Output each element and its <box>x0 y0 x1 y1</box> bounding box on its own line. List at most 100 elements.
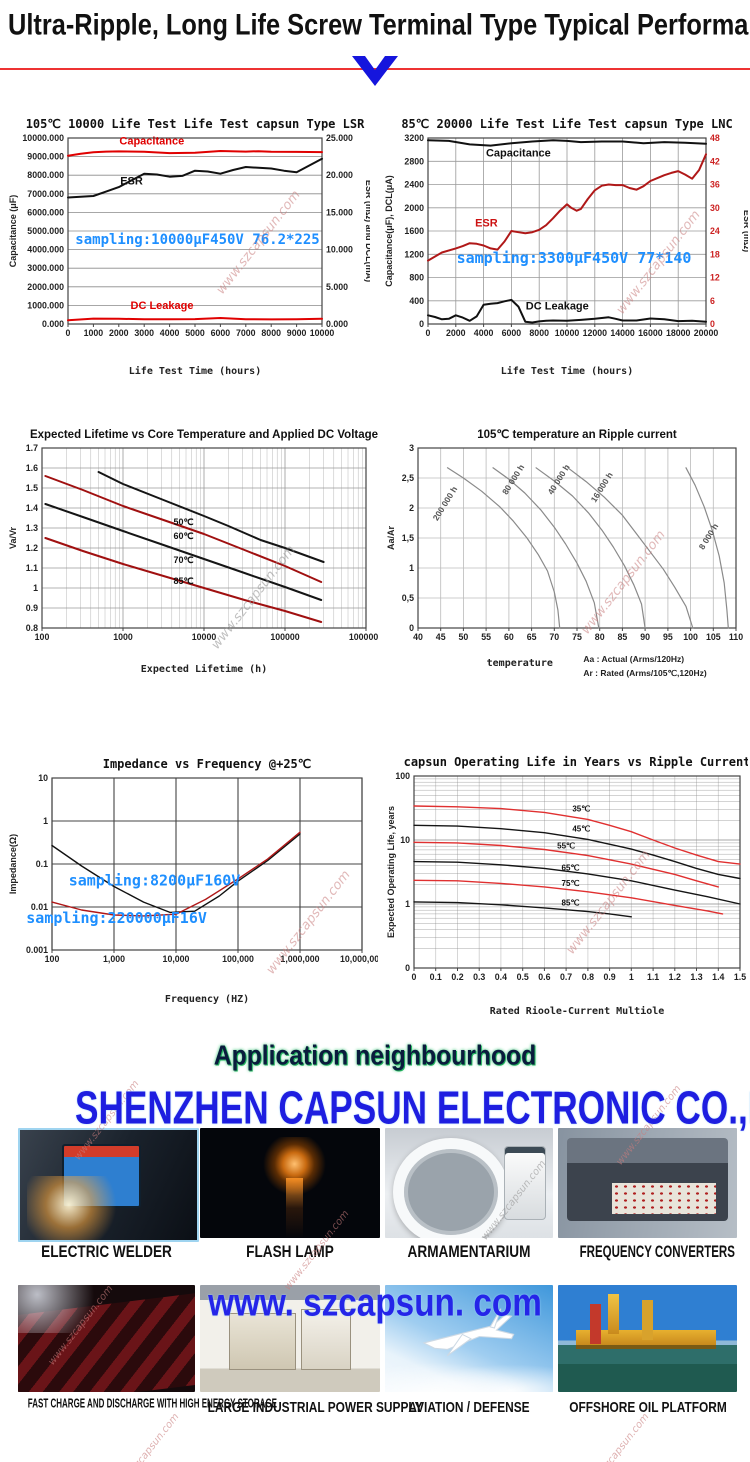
svg-text:1.7: 1.7 <box>26 443 38 453</box>
svg-text:ESR: ESR <box>120 176 143 188</box>
svg-text:Capacitance (μF): Capacitance (μF) <box>8 195 18 268</box>
caption-frequency-converters: FREQUENCY CONVERTERS <box>579 1243 735 1262</box>
svg-text:Expected Lifetime (h): Expected Lifetime (h) <box>141 663 267 675</box>
svg-text:105: 105 <box>706 632 721 642</box>
svg-text:6000: 6000 <box>502 328 522 338</box>
svg-text:1: 1 <box>43 816 48 826</box>
svg-text:9000: 9000 <box>287 328 307 338</box>
svg-text:70: 70 <box>549 632 559 642</box>
svg-text:1200: 1200 <box>404 249 424 259</box>
svg-text:0: 0 <box>710 319 715 329</box>
svg-text:10000.000: 10000.000 <box>22 133 64 143</box>
svg-text:ESR (mΩ) and DCL(mA): ESR (mΩ) and DCL(mA) <box>364 180 370 282</box>
svg-text:1000: 1000 <box>84 328 104 338</box>
svg-text:2000: 2000 <box>404 203 424 213</box>
svg-text:2000.000: 2000.000 <box>27 282 64 292</box>
svg-text:7000: 7000 <box>236 328 256 338</box>
svg-text:capsun Operating Life in Year: capsun Operating Life in Years vs Ripple… <box>404 755 748 769</box>
svg-text:3: 3 <box>409 443 414 453</box>
svg-text:0.2: 0.2 <box>451 972 463 982</box>
svg-text:Capacitance: Capacitance <box>119 136 184 148</box>
svg-text:95: 95 <box>663 632 673 642</box>
svg-text:35℃: 35℃ <box>572 804 590 813</box>
svg-text:20000: 20000 <box>694 328 719 338</box>
chart-life-test-lsr: 0 1000 2000 3000 4000 5000 6000 7000 8000 9000 100… <box>6 108 374 393</box>
svg-text:10000: 10000 <box>310 328 335 338</box>
svg-text:Impedance(Ω): Impedance(Ω) <box>8 834 18 894</box>
svg-text:sampling:8200μF160V: sampling:8200μF160V <box>69 871 241 889</box>
svg-text:Capacitance: Capacitance <box>486 148 551 160</box>
chart-temperature-ripple: 40 45 50 55 60 65 70 75 80 85 90 95 100 105 110 0 0,5 1 1,… <box>384 424 746 715</box>
svg-text:75℃: 75℃ <box>562 879 580 888</box>
photo-frequency-converters <box>558 1128 737 1238</box>
svg-text:0.4: 0.4 <box>495 972 507 982</box>
svg-text:1: 1 <box>629 972 634 982</box>
chevron-down-icon <box>352 56 398 86</box>
svg-text:10000: 10000 <box>555 328 580 338</box>
svg-text:temperature: temperature <box>487 658 553 669</box>
svg-text:50℃: 50℃ <box>174 517 194 527</box>
svg-text:0.6: 0.6 <box>538 972 550 982</box>
svg-text:1.2: 1.2 <box>26 543 38 553</box>
caption-electric-welder: ELECTRIC WELDER <box>41 1243 172 1262</box>
svg-text:10: 10 <box>400 835 410 845</box>
svg-text:60: 60 <box>504 632 514 642</box>
photo-energy-storage <box>18 1285 195 1392</box>
photo-armamentarium <box>385 1128 553 1238</box>
svg-text:Ar : Rated (Arms/105℃,120Hz): Ar : Rated (Arms/105℃,120Hz) <box>583 668 707 678</box>
svg-text:2000: 2000 <box>446 328 466 338</box>
svg-text:1,000,000: 1,000,000 <box>280 954 319 964</box>
svg-text:0: 0 <box>405 963 410 973</box>
svg-text:0.9: 0.9 <box>603 972 615 982</box>
svg-text:14000: 14000 <box>610 328 635 338</box>
svg-text:90: 90 <box>640 632 650 642</box>
svg-text:40 000 h: 40 000 h <box>545 463 571 497</box>
svg-text:25.000: 25.000 <box>326 133 353 143</box>
svg-text:0.5: 0.5 <box>517 972 529 982</box>
svg-text:1.5: 1.5 <box>734 972 746 982</box>
watermark-text: www.szcapsun.com <box>582 1411 652 1462</box>
svg-text:5.000: 5.000 <box>326 282 348 292</box>
svg-text:45℃: 45℃ <box>572 825 590 834</box>
svg-text:18000: 18000 <box>666 328 691 338</box>
svg-text:1.2: 1.2 <box>669 972 681 982</box>
svg-text:10,000,000: 10,000,000 <box>340 954 378 964</box>
svg-text:0.01: 0.01 <box>31 902 48 912</box>
svg-text:Expected Operating Life, years: Expected Operating Life, years <box>386 806 396 938</box>
svg-text:8000: 8000 <box>261 328 281 338</box>
caption-energy-storage: FAST CHARGE AND DISCHARGE WITH HIGH ENER… <box>27 1397 278 1412</box>
website-url-overlay: www. szcapsun. com <box>208 1280 542 1324</box>
svg-text:16000: 16000 <box>638 328 663 338</box>
svg-text:36: 36 <box>710 180 720 190</box>
svg-text:100,000: 100,000 <box>222 954 254 964</box>
caption-flash-lamp: FLASH LAMP <box>246 1243 334 1262</box>
svg-text:1.4: 1.4 <box>26 503 38 513</box>
caption-aviation: AVIATION / DEFENSE <box>408 1398 530 1416</box>
svg-text:1.6: 1.6 <box>26 463 38 473</box>
svg-text:65℃: 65℃ <box>562 863 580 872</box>
svg-text:sampling:220000μF16V: sampling:220000μF16V <box>26 909 207 927</box>
svg-text:100: 100 <box>45 954 60 964</box>
svg-text:0: 0 <box>419 319 424 329</box>
svg-text:4000.000: 4000.000 <box>27 245 64 255</box>
svg-text:80: 80 <box>595 632 605 642</box>
svg-text:50: 50 <box>459 632 469 642</box>
svg-text:2: 2 <box>409 503 414 513</box>
svg-text:0: 0 <box>426 328 431 338</box>
application-heading: Application neighbourhood <box>213 1039 537 1071</box>
svg-text:0,5: 0,5 <box>402 593 414 603</box>
svg-text:5000: 5000 <box>185 328 205 338</box>
chart-impedance-vs-frequency: 100 1,000 10,000 100,000 1,000,000 10,000,000… <box>6 748 384 1021</box>
company-name: SHENZHEN CAPSUN ELECTRONIC CO.,LTD <box>75 1082 750 1135</box>
header-rule <box>0 68 750 70</box>
svg-text:5000.000: 5000.000 <box>27 226 64 236</box>
caption-armamentarium: ARMAMENTARIUM <box>407 1243 531 1262</box>
svg-text:DC Leakage: DC Leakage <box>131 300 194 312</box>
photo-flash-lamp <box>200 1128 380 1238</box>
svg-text:Aa : Actual (Arms/120Hz): Aa : Actual (Arms/120Hz) <box>583 654 684 664</box>
svg-text:2000: 2000 <box>109 328 129 338</box>
chart-life-test-lnc: 0 2000 4000 6000 8000 10000 12000 14000 16000 180… <box>382 108 750 393</box>
